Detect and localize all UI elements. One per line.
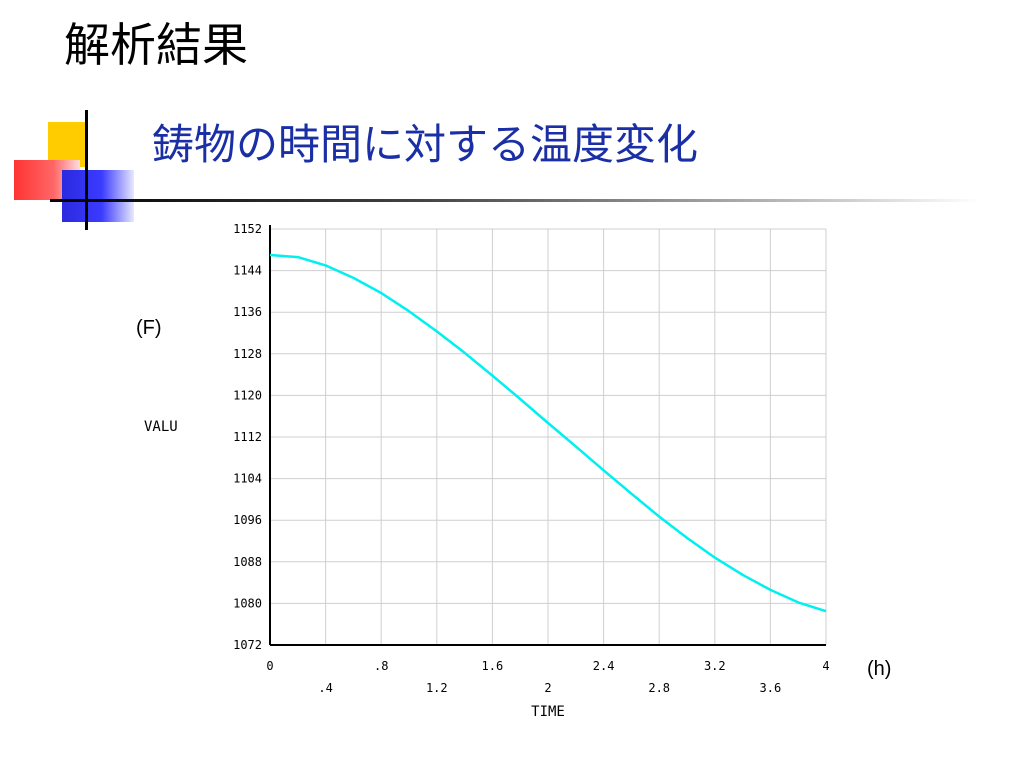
x-tick-label-upper: 3.2: [704, 659, 726, 673]
slide-title: 鋳物の時間に対する温度変化: [152, 120, 699, 169]
x-unit-label: (h): [867, 658, 891, 680]
y-tick-label: 1088: [233, 555, 262, 569]
axes: [269, 225, 826, 646]
y-tick-label: 1072: [233, 638, 262, 652]
x-tick-label-upper: .8: [374, 659, 388, 673]
tick-labels: 1072 1080 1088 1096 1104 1112 1120 1128 1136 1144…: [233, 222, 830, 695]
y-tick-label: 1080: [233, 596, 262, 610]
temperature-curve: [269, 253, 827, 613]
x-tick-label-lower: 1.2: [426, 681, 448, 695]
y-tick-label: 1136: [233, 305, 262, 319]
y-tick-label: 1128: [233, 347, 262, 361]
y-tick-label: 1120: [233, 388, 262, 402]
series: [269, 253, 827, 613]
x-tick-label-upper: 4: [822, 659, 829, 673]
title-underline: [50, 199, 980, 202]
y-tick-label: 1144: [233, 264, 262, 278]
y-tick-label: 1112: [233, 430, 262, 444]
x-tick-label-lower: 2: [544, 681, 551, 695]
x-tick-label-lower: 2.8: [648, 681, 670, 695]
decor-yellow-square: [48, 122, 86, 167]
y-tick-label: 1152: [233, 222, 262, 236]
x-axis-title: TIME: [531, 704, 565, 720]
grid: [270, 228, 827, 645]
x-tick-label-lower: .4: [318, 681, 332, 695]
x-tick-label-upper: 1.6: [482, 659, 504, 673]
section-title: 解析結果: [64, 18, 248, 72]
y-unit-label: (F): [136, 317, 162, 339]
y-tick-label: 1096: [233, 513, 262, 527]
decor-vertical-line: [85, 110, 88, 230]
y-tick-label: 1104: [233, 472, 262, 486]
x-tick-label-upper: 0: [266, 659, 273, 673]
x-tick-label-upper: 2.4: [593, 659, 615, 673]
x-tick-label-lower: 3.6: [760, 681, 782, 695]
decor-blue-bar: [62, 170, 134, 222]
y-axis-title: VALU: [144, 419, 178, 435]
